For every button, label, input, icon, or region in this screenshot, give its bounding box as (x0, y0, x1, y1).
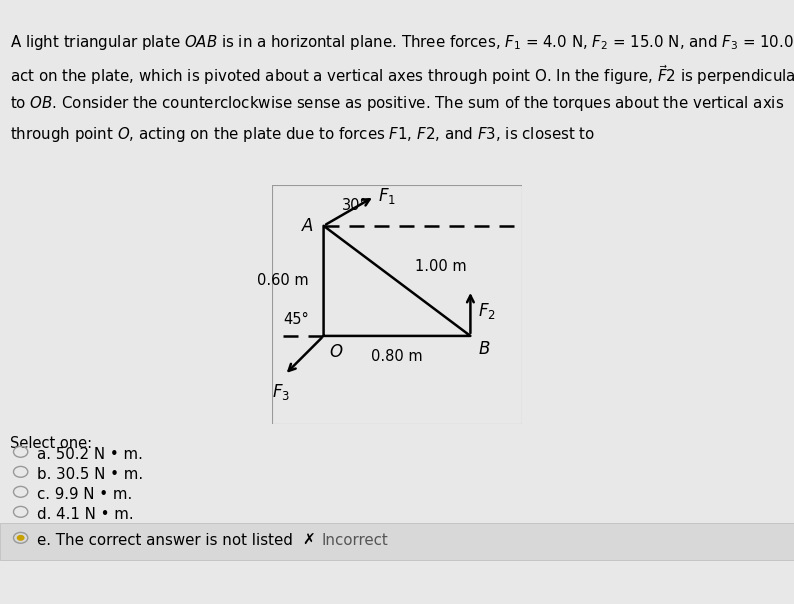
Text: Select one:: Select one: (10, 436, 92, 451)
Text: $A$: $A$ (301, 217, 314, 235)
Text: 1.00 m: 1.00 m (415, 259, 467, 274)
Text: A light triangular plate $OAB$ is in a horizontal plane. Three forces, $F_1$ = 4: A light triangular plate $OAB$ is in a h… (10, 33, 794, 52)
Text: d. 4.1 N • m.: d. 4.1 N • m. (37, 507, 134, 522)
Text: a. 50.2 N • m.: a. 50.2 N • m. (37, 447, 143, 462)
Text: $F_3$: $F_3$ (272, 382, 290, 402)
Text: to $OB$. Consider the counterclockwise sense as positive. The sum of the torques: to $OB$. Consider the counterclockwise s… (10, 94, 784, 112)
Text: b. 30.5 N • m.: b. 30.5 N • m. (37, 467, 144, 482)
Text: $B$: $B$ (478, 339, 490, 358)
Text: ✗: ✗ (302, 533, 314, 548)
Text: 30°: 30° (342, 198, 368, 213)
Text: $F_1$: $F_1$ (378, 187, 396, 207)
Text: $O$: $O$ (329, 343, 344, 361)
Text: 0.80 m: 0.80 m (371, 349, 423, 364)
Text: 45°: 45° (283, 312, 309, 327)
Text: Incorrect: Incorrect (322, 533, 388, 548)
Text: e. The correct answer is not listed: e. The correct answer is not listed (37, 533, 298, 548)
Text: through point $O$, acting on the plate due to forces $F1$, $F2$, and $F3$, is cl: through point $O$, acting on the plate d… (10, 125, 596, 144)
Text: 0.60 m: 0.60 m (257, 274, 309, 288)
Text: act on the plate, which is pivoted about a vertical axes through point O. In the: act on the plate, which is pivoted about… (10, 63, 794, 88)
Text: $F_2$: $F_2$ (478, 301, 495, 321)
Text: c. 9.9 N • m.: c. 9.9 N • m. (37, 487, 133, 502)
